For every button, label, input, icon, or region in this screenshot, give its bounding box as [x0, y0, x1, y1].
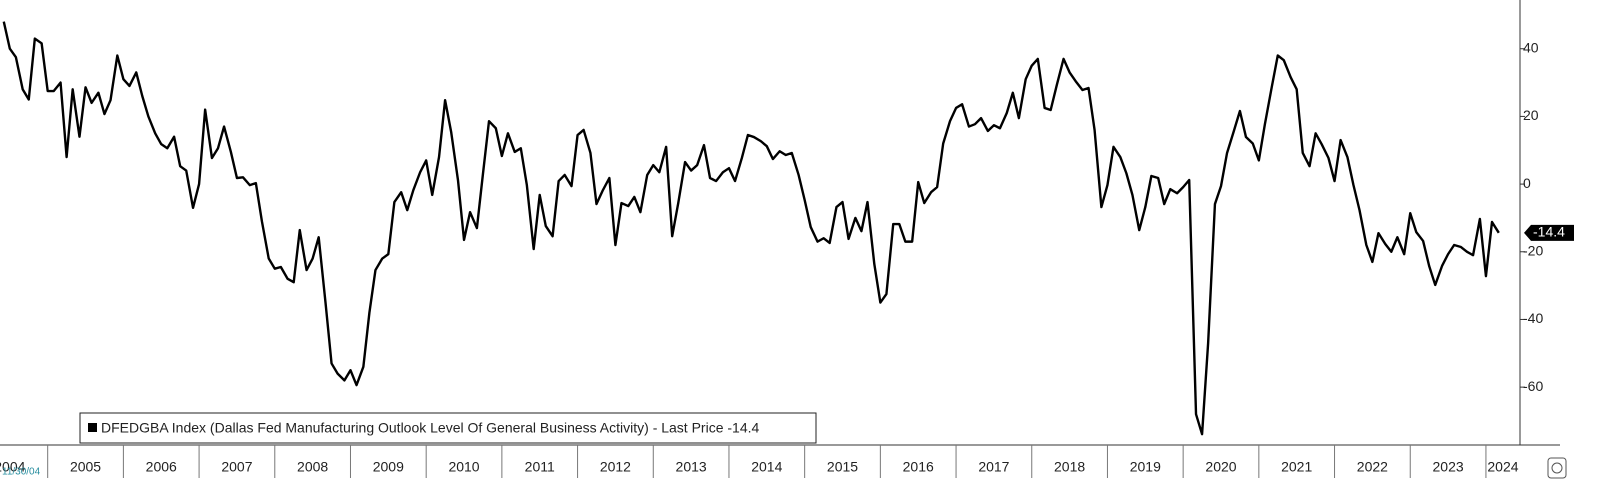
- x-tick-label: 2021: [1281, 459, 1312, 475]
- icon-glyph: [1551, 462, 1563, 474]
- legend-swatch: [88, 423, 97, 432]
- legend-last-price: -14.4: [727, 419, 759, 435]
- x-tick-label: 2011: [525, 459, 555, 475]
- x-tick-label: 2023: [1433, 459, 1464, 475]
- x-tick-label: 2010: [448, 459, 479, 475]
- legend-box: [79, 412, 817, 444]
- last-value-tag: [1524, 224, 1574, 241]
- x-tick-label: 2019: [1130, 459, 1161, 475]
- x-tick-label: 2009: [373, 459, 404, 475]
- x-tick-label: 2006: [146, 459, 177, 475]
- legend-entry: DFEDGBA Index (Dallas Fed Manufacturing …: [101, 419, 760, 435]
- x-tick-label: 2018: [1054, 459, 1085, 475]
- y-tick-label: -40: [1523, 310, 1543, 326]
- y-tick-label: 20: [1523, 107, 1539, 123]
- legend-series-name: DFEDGBA Index (Dallas Fed Manufacturing …: [101, 419, 649, 435]
- x-tick-label: 2017: [978, 459, 1009, 475]
- x-tick-label: 2015: [827, 459, 858, 475]
- x-tick-label: 2024: [1487, 459, 1518, 475]
- x-tick-label: 2014: [751, 459, 782, 475]
- y-tick-label: -20: [1523, 242, 1543, 258]
- x-tick-label: 2007: [221, 459, 252, 475]
- x-tick-label: 2022: [1357, 459, 1388, 475]
- last-value-label: -14.4: [1533, 224, 1565, 240]
- corner-icon: [1547, 457, 1567, 479]
- legend: DFEDGBA Index (Dallas Fed Manufacturing …: [79, 412, 817, 444]
- x-tick-label: 2008: [297, 459, 328, 475]
- y-tick-label: -60: [1523, 378, 1543, 394]
- start-date-label: 11/30/04: [2, 467, 41, 478]
- x-tick-label: 2012: [600, 459, 631, 475]
- series-line: [2, 21, 1500, 436]
- x-tick-label: 2013: [676, 459, 707, 475]
- y-tick-label: 0: [1523, 175, 1531, 191]
- icon-frame: [1547, 457, 1567, 479]
- x-tick-label: 2020: [1205, 459, 1236, 475]
- x-tick-label: 2016: [903, 459, 934, 475]
- y-tick-label: 40: [1523, 39, 1539, 55]
- legend-last-price-label: - Last Price: [653, 419, 724, 435]
- x-tick-label: 2005: [70, 459, 101, 475]
- x-tick-label: 2004: [0, 459, 26, 475]
